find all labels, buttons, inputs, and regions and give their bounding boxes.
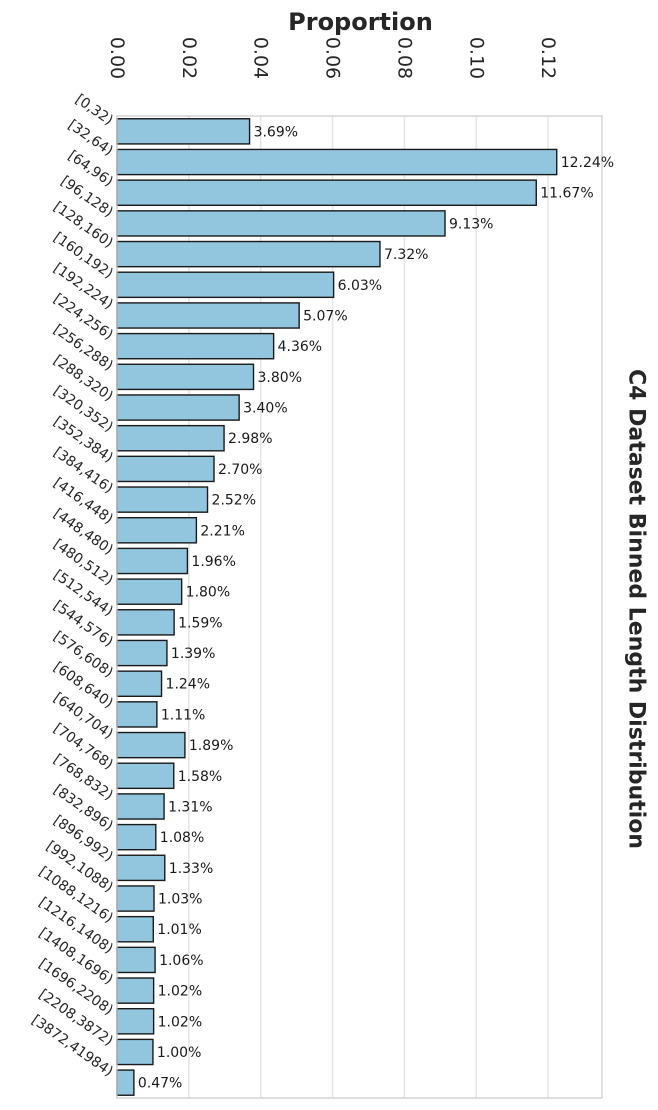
data-label: 0.47% bbox=[138, 1076, 182, 1092]
bar bbox=[116, 823, 157, 851]
x-tick-label: 0.06 bbox=[322, 37, 344, 79]
data-label: 1.31% bbox=[168, 799, 212, 815]
bar bbox=[116, 946, 156, 974]
data-label: 1.59% bbox=[178, 615, 222, 631]
data-label: 3.69% bbox=[254, 124, 298, 140]
data-label: 2.52% bbox=[212, 493, 256, 509]
data-label: 2.98% bbox=[228, 431, 272, 447]
bar bbox=[116, 118, 251, 145]
x-axis-title: Proportion bbox=[288, 8, 433, 36]
data-label: 1.03% bbox=[158, 892, 202, 908]
x-tick-label: 0.02 bbox=[178, 37, 200, 79]
data-label: 1.89% bbox=[189, 738, 233, 754]
data-label: 1.01% bbox=[157, 922, 201, 938]
data-label: 3.80% bbox=[258, 370, 302, 386]
x-tick-label: 0.04 bbox=[250, 37, 272, 79]
data-label: 12.24% bbox=[561, 155, 614, 171]
bar bbox=[116, 731, 186, 759]
data-label: 1.11% bbox=[161, 707, 205, 723]
bar bbox=[116, 1069, 135, 1096]
bar bbox=[116, 915, 154, 943]
bar bbox=[116, 885, 155, 912]
bar bbox=[116, 455, 215, 483]
data-label: 1.80% bbox=[186, 585, 230, 601]
bar bbox=[116, 363, 255, 391]
bar bbox=[116, 639, 168, 667]
bar bbox=[116, 424, 225, 452]
data-label: 5.07% bbox=[303, 308, 347, 324]
data-label: 6.03% bbox=[338, 278, 382, 294]
data-label: 9.13% bbox=[449, 216, 493, 232]
data-label: 1.96% bbox=[191, 554, 235, 570]
data-label: 1.02% bbox=[158, 984, 202, 1000]
data-label: 1.58% bbox=[178, 769, 222, 785]
bar bbox=[116, 701, 158, 728]
bar bbox=[116, 977, 155, 1004]
bar bbox=[116, 670, 163, 698]
data-label: 1.39% bbox=[171, 646, 215, 662]
bar bbox=[116, 240, 381, 268]
data-label: 1.00% bbox=[157, 1045, 201, 1061]
bar bbox=[116, 210, 446, 237]
data-label: 11.67% bbox=[540, 186, 593, 202]
bar bbox=[116, 578, 183, 605]
data-label: 7.32% bbox=[384, 247, 428, 263]
bars bbox=[116, 118, 558, 1096]
data-label: 2.70% bbox=[218, 462, 262, 478]
bar bbox=[116, 332, 275, 360]
bar bbox=[116, 1007, 155, 1035]
x-tick-labels: 0.00 0.02 0.04 0.06 0.08 0.10 0.12 bbox=[106, 37, 559, 79]
chart-title: C4 Dataset Binned Length Distribution bbox=[624, 369, 649, 849]
x-tick-label: 0.10 bbox=[465, 37, 487, 79]
bar bbox=[116, 179, 537, 207]
data-label: 1.08% bbox=[160, 830, 204, 846]
x-tick-label: 0.00 bbox=[106, 37, 128, 79]
bar bbox=[116, 516, 198, 544]
data-labels: 3.69% 12.24% 11.67% 9.13% 7.32%6.03% 5.07% 4.3… bbox=[138, 124, 614, 1091]
bar bbox=[116, 148, 558, 176]
bar bbox=[116, 1038, 154, 1066]
bar bbox=[116, 394, 240, 421]
bar bbox=[116, 302, 300, 329]
bar bbox=[116, 854, 166, 882]
x-tick-label: 0.12 bbox=[537, 37, 559, 79]
data-label: 1.24% bbox=[166, 677, 210, 693]
bar bbox=[116, 793, 165, 820]
data-label: 1.33% bbox=[169, 861, 213, 877]
x-tick-label: 0.08 bbox=[393, 37, 415, 79]
data-label: 1.06% bbox=[159, 953, 203, 969]
bar bbox=[116, 609, 175, 636]
data-label: 1.02% bbox=[158, 1014, 202, 1030]
bar bbox=[116, 762, 175, 790]
data-label: 4.36% bbox=[278, 339, 322, 355]
bar bbox=[116, 486, 209, 513]
bar bbox=[116, 547, 189, 575]
plot-frame bbox=[116, 115, 603, 1099]
data-label: 2.21% bbox=[200, 523, 244, 539]
bar bbox=[116, 271, 335, 299]
data-label: 3.40% bbox=[243, 401, 287, 417]
